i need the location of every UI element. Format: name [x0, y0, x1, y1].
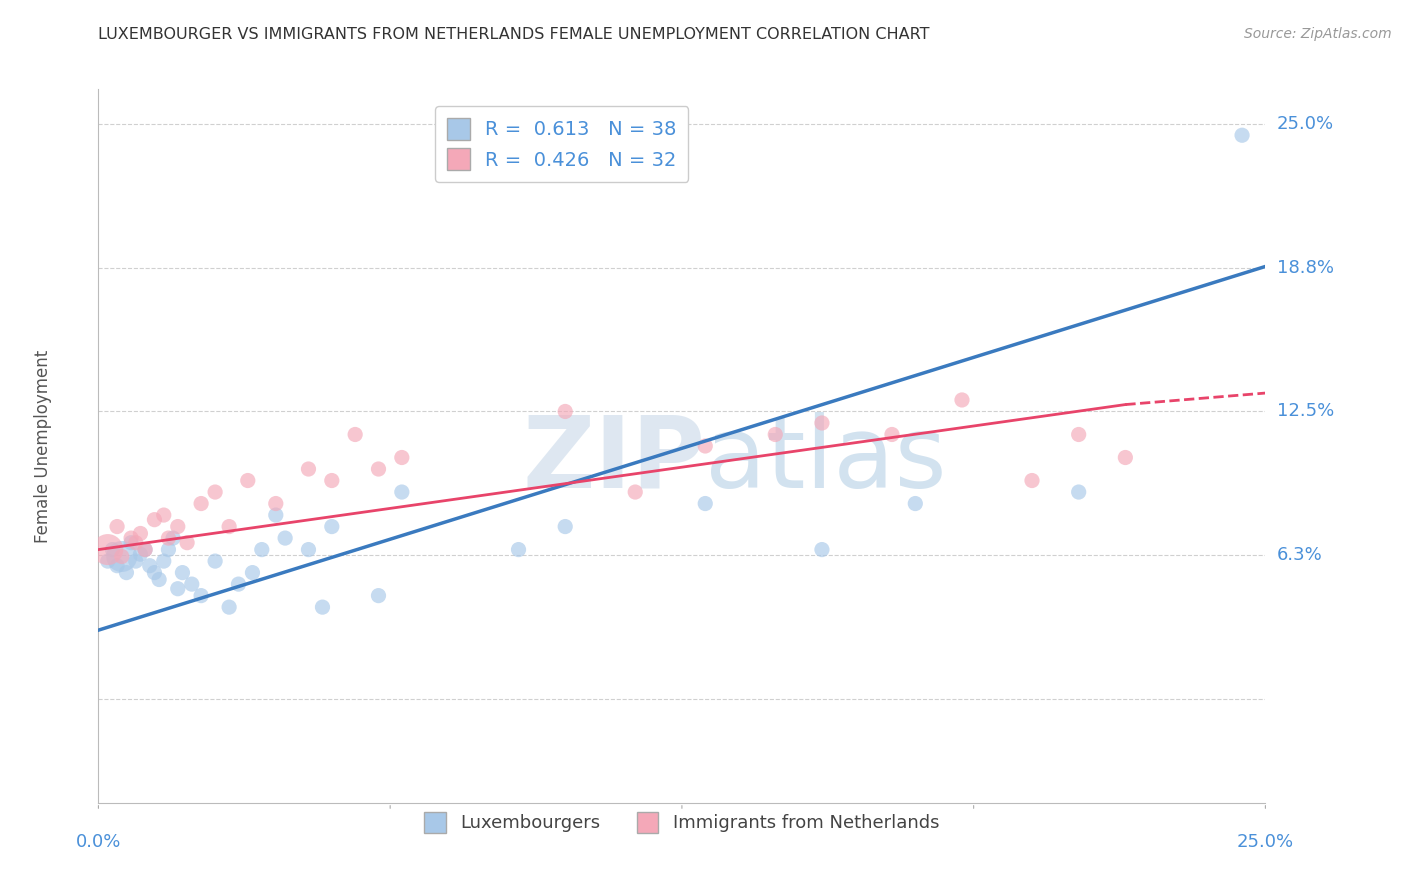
Text: 25.0%: 25.0% [1237, 833, 1294, 851]
Point [134, 542, 156, 557]
Point [1067, 485, 1090, 500]
Point [129, 547, 152, 561]
Point [1114, 450, 1136, 465]
Text: Source: ZipAtlas.com: Source: ZipAtlas.com [1244, 27, 1392, 41]
Point [367, 589, 389, 603]
Point [695, 439, 717, 453]
Text: atlas: atlas [706, 412, 946, 508]
Point [157, 531, 180, 545]
Point [190, 589, 212, 603]
Point [811, 542, 834, 557]
Point [125, 554, 148, 568]
Point [264, 497, 287, 511]
Point [111, 549, 134, 564]
Point [218, 600, 240, 615]
Point [950, 392, 973, 407]
Text: 0.0%: 0.0% [76, 833, 121, 851]
Point [152, 554, 174, 568]
Point [120, 535, 142, 549]
Text: ZIP: ZIP [523, 412, 706, 508]
Point [242, 566, 264, 580]
Point [297, 462, 319, 476]
Point [274, 531, 297, 545]
Point [624, 485, 647, 500]
Point [204, 485, 226, 500]
Text: LUXEMBOURGER VS IMMIGRANTS FROM NETHERLANDS FEMALE UNEMPLOYMENT CORRELATION CHAR: LUXEMBOURGER VS IMMIGRANTS FROM NETHERLA… [98, 27, 929, 42]
Point [508, 542, 530, 557]
Point [172, 566, 194, 580]
Point [105, 558, 128, 573]
Point [228, 577, 250, 591]
Point [1021, 474, 1043, 488]
Point [367, 462, 389, 476]
Point [763, 427, 786, 442]
Point [139, 558, 162, 573]
Point [166, 582, 188, 596]
Point [134, 542, 156, 557]
Text: 18.8%: 18.8% [1277, 259, 1333, 277]
Point [97, 554, 120, 568]
Point [1230, 128, 1253, 143]
Point [105, 519, 128, 533]
Point [97, 542, 120, 557]
Point [554, 519, 576, 533]
Point [101, 542, 124, 557]
Point [880, 427, 903, 442]
Point [321, 519, 343, 533]
Point [391, 485, 413, 500]
Point [321, 474, 343, 488]
Text: 12.5%: 12.5% [1277, 402, 1334, 420]
Point [904, 497, 927, 511]
Text: Female Unemployment: Female Unemployment [34, 350, 52, 542]
Text: 6.3%: 6.3% [1277, 546, 1322, 565]
Point [157, 542, 180, 557]
Point [311, 600, 333, 615]
Point [695, 497, 717, 511]
Point [152, 508, 174, 522]
Point [190, 497, 212, 511]
Point [218, 519, 240, 533]
Point [111, 549, 134, 564]
Point [236, 474, 259, 488]
Point [125, 535, 148, 549]
Point [143, 566, 166, 580]
Point [811, 416, 834, 430]
Point [297, 542, 319, 557]
Text: 25.0%: 25.0% [1277, 115, 1334, 133]
Point [391, 450, 413, 465]
Point [166, 519, 188, 533]
Legend: Luxembourgers, Immigrants from Netherlands: Luxembourgers, Immigrants from Netherlan… [413, 801, 950, 844]
Point [180, 577, 202, 591]
Point [115, 566, 138, 580]
Point [264, 508, 287, 522]
Point [162, 531, 184, 545]
Point [176, 535, 198, 549]
Point [120, 531, 142, 545]
Point [554, 404, 576, 418]
Point [148, 573, 170, 587]
Point [143, 513, 166, 527]
Point [1067, 427, 1090, 442]
Point [250, 542, 273, 557]
Point [204, 554, 226, 568]
Point [344, 427, 367, 442]
Point [129, 526, 152, 541]
